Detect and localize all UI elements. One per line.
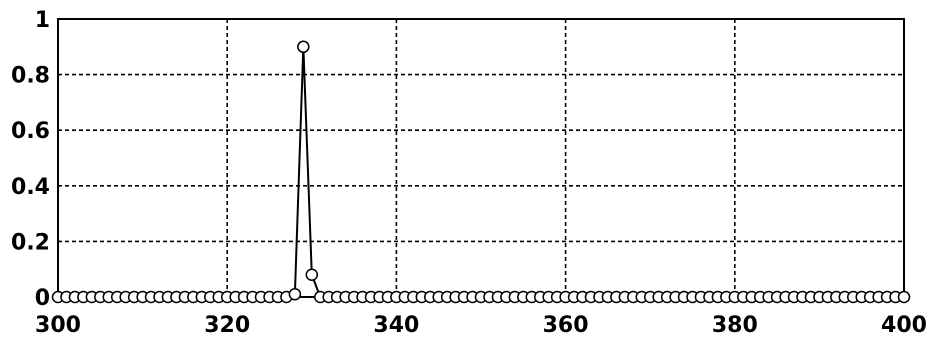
y-axis-tick-labels: 0 0.2 0.4 0.6 0.8 1	[11, 8, 50, 311]
series-line	[58, 46, 904, 298]
y-tick-label: 0.6	[11, 119, 50, 144]
y-tick-label: 0.2	[11, 230, 50, 255]
x-tick-label: 340	[373, 313, 419, 338]
data-point-marker	[297, 40, 310, 54]
plot-frame	[57, 18, 905, 298]
x-tick-label: 400	[881, 313, 927, 338]
grid-lines	[58, 19, 904, 297]
x-tick-label: 300	[35, 313, 81, 338]
x-tick-label: 320	[204, 313, 250, 338]
x-tick-label: 360	[543, 313, 589, 338]
y-tick-label: 0.8	[11, 64, 50, 89]
x-axis-tick-labels: 300 320 340 360 380 400	[35, 313, 927, 338]
y-tick-label: 0	[35, 286, 50, 311]
data-point-marker	[897, 290, 911, 304]
y-tick-label: 1	[35, 8, 50, 33]
y-tick-label: 0.4	[11, 175, 50, 200]
x-tick-label: 380	[712, 313, 758, 338]
series-markers	[51, 40, 911, 304]
data-point-marker	[288, 287, 302, 301]
data-point-marker	[305, 268, 319, 282]
